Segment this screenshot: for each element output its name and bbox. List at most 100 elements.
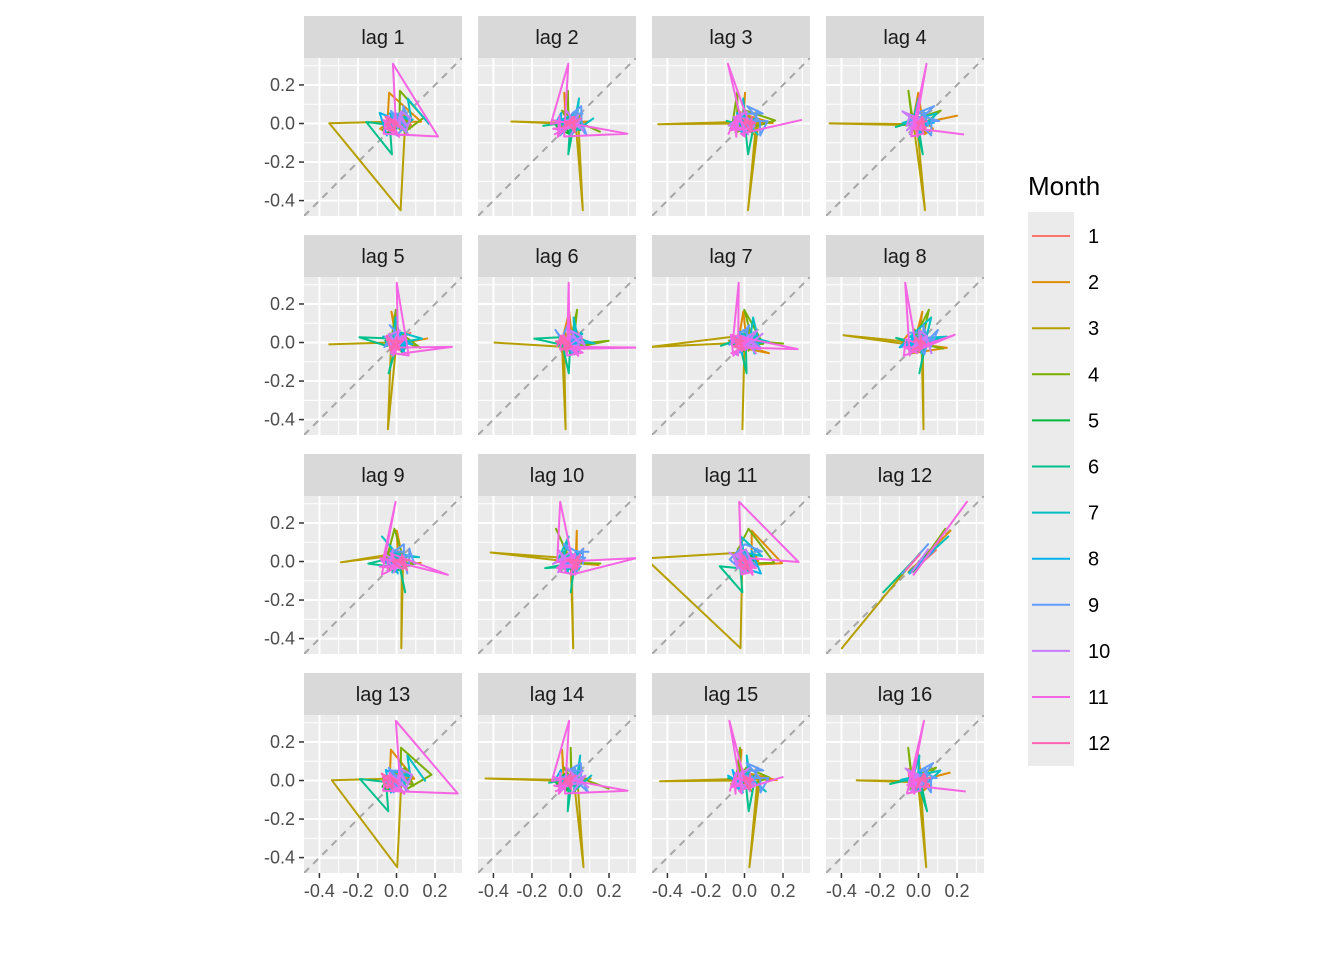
facet-panel: lag 10 — [478, 454, 636, 654]
series-path-month-12 — [915, 115, 928, 134]
panel-data — [304, 277, 462, 435]
panel-background — [478, 715, 636, 873]
x-tick-label: 0.2 — [771, 881, 796, 901]
x-tick-label: -0.2 — [690, 881, 721, 901]
panel-data — [826, 715, 984, 873]
legend-label: 10 — [1088, 641, 1110, 663]
panel-data — [478, 496, 636, 654]
panel-data — [304, 715, 462, 873]
x-tick-label: 0.0 — [558, 881, 583, 901]
x-tick-label: 0.0 — [732, 881, 757, 901]
facet-strip-label: lag 15 — [704, 684, 759, 706]
facet-strip-label: lag 13 — [356, 684, 411, 706]
y-tick-label: -0.4 — [264, 410, 295, 430]
series-path-month-11 — [550, 719, 629, 795]
y-tick-label: -0.4 — [264, 848, 295, 868]
facet-strip — [826, 673, 984, 715]
facet-strip-label: lag 2 — [535, 27, 578, 49]
x-tick-label: -0.4 — [826, 881, 857, 901]
x-tick-label: 0.2 — [423, 881, 448, 901]
facet-strip — [652, 673, 810, 715]
series-path-month-12 — [904, 553, 921, 572]
legend-label: 7 — [1088, 503, 1099, 525]
panel-background — [652, 496, 810, 654]
legend-label: 11 — [1088, 687, 1109, 709]
panel-data — [478, 277, 636, 435]
x-tick-label: -0.2 — [342, 881, 373, 901]
y-tick-label: 0.2 — [270, 513, 295, 533]
y-tick-label: 0.0 — [270, 771, 295, 791]
series-path-month-12 — [566, 553, 583, 572]
facet-panel: lag 3 — [652, 16, 810, 216]
reference-line — [652, 715, 810, 873]
panel-background — [826, 496, 984, 654]
facet-panel: lag 13 — [304, 673, 462, 873]
facet-panel: lag 8 — [826, 235, 984, 435]
facet-panel: lag 16 — [826, 673, 984, 873]
y-tick-label: 0.0 — [270, 552, 295, 572]
facet-strip-label: lag 9 — [361, 465, 404, 487]
series-path-month-12 — [562, 115, 582, 134]
facet-panel: lag 5 — [304, 235, 462, 435]
series-path-month-12 — [914, 772, 932, 791]
series-path-month-12 — [385, 334, 403, 353]
series-path-month-12 — [391, 553, 411, 572]
facet-panel: lag 11 — [652, 454, 810, 654]
series-path-month-12 — [554, 334, 574, 353]
panel-data — [304, 58, 462, 216]
series-path-month-12 — [911, 334, 926, 353]
facet-strip — [478, 16, 636, 58]
reference-line — [478, 715, 636, 873]
facet-strip-label: lag 11 — [704, 465, 757, 487]
facet-strip — [652, 235, 810, 277]
facet-strip-label: lag 7 — [709, 246, 752, 268]
panel-data — [826, 277, 984, 435]
panel-background — [826, 715, 984, 873]
x-tick-label: 0.2 — [597, 881, 622, 901]
series-path-month-11 — [726, 62, 803, 138]
facet-panel: lag 12 — [826, 454, 984, 654]
facet-strip — [652, 454, 810, 496]
series-path-month-12 — [742, 115, 757, 134]
series-path-month-12 — [732, 334, 747, 353]
series-path-month-9 — [737, 105, 769, 137]
panel-background — [652, 58, 810, 216]
series-path-month-11 — [549, 62, 629, 138]
facet-strip — [304, 454, 462, 496]
reference-line — [826, 58, 984, 216]
facet-strip — [304, 673, 462, 715]
series-path-month-11 — [912, 500, 968, 576]
facet-strip — [652, 16, 810, 58]
panel-background — [652, 277, 810, 435]
y-tick-label: -0.2 — [264, 590, 295, 610]
facet-strip-label: lag 4 — [883, 27, 926, 49]
facet-strip — [826, 235, 984, 277]
y-tick-label: 0.0 — [270, 333, 295, 353]
legend-label: 8 — [1088, 549, 1099, 571]
facet-strip-label: lag 16 — [878, 684, 933, 706]
legend-title: Month — [1028, 171, 1100, 201]
y-tick-label: -0.4 — [264, 191, 295, 211]
panel-data — [652, 277, 810, 435]
series-path-month-10 — [910, 548, 930, 574]
y-tick-label: -0.4 — [264, 629, 295, 649]
reference-line — [826, 496, 984, 654]
facet-panel: lag 14 — [478, 673, 636, 873]
facet-strip-label: lag 12 — [878, 465, 933, 487]
y-tick-label: 0.2 — [270, 732, 295, 752]
legend-label: 1 — [1088, 226, 1099, 248]
series-path-month-12 — [380, 772, 400, 791]
facet-strip — [478, 235, 636, 277]
facet-strip — [826, 454, 984, 496]
x-tick-label: 0.0 — [384, 881, 409, 901]
x-tick-label: -0.2 — [516, 881, 547, 901]
legend-label: 9 — [1088, 595, 1099, 617]
panel-data — [478, 715, 636, 873]
series-path-month-12 — [741, 772, 755, 791]
legend-label: 2 — [1088, 272, 1099, 294]
series-path-month-10 — [393, 110, 412, 136]
facet-panel: lag 2 — [478, 16, 636, 216]
y-tick-label: 0.2 — [270, 294, 295, 314]
